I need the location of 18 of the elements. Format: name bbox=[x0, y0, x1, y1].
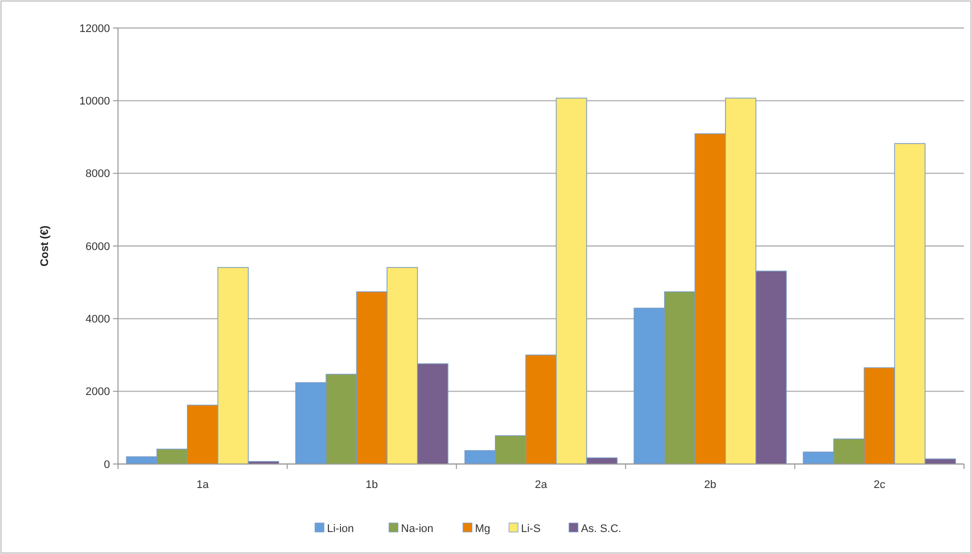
legend-label: As. S.C. bbox=[581, 523, 622, 535]
legend-label: Li-ion bbox=[327, 523, 354, 535]
y-tick-label: 8000 bbox=[86, 168, 110, 180]
x-tick-label: 2c bbox=[874, 479, 886, 491]
y-tick-label: 10000 bbox=[79, 96, 110, 108]
x-tick-label: 2b bbox=[704, 479, 716, 491]
x-tick-label: 2a bbox=[534, 479, 548, 491]
legend-label: Na-ion bbox=[401, 523, 434, 535]
legend-label: Mg bbox=[475, 523, 490, 535]
x-tick-label: 1b bbox=[366, 479, 378, 491]
y-tick-label: 2000 bbox=[86, 386, 110, 398]
y-axis-title: Cost (€) bbox=[39, 225, 51, 266]
legend-label: Li-S bbox=[521, 523, 541, 535]
x-tick-label: 1a bbox=[196, 479, 210, 491]
y-tick-label: 0 bbox=[104, 458, 110, 471]
y-tick-label: 12000 bbox=[79, 22, 110, 35]
y-tick-label: 6000 bbox=[86, 240, 110, 253]
y-tick-label: 4000 bbox=[86, 314, 110, 326]
